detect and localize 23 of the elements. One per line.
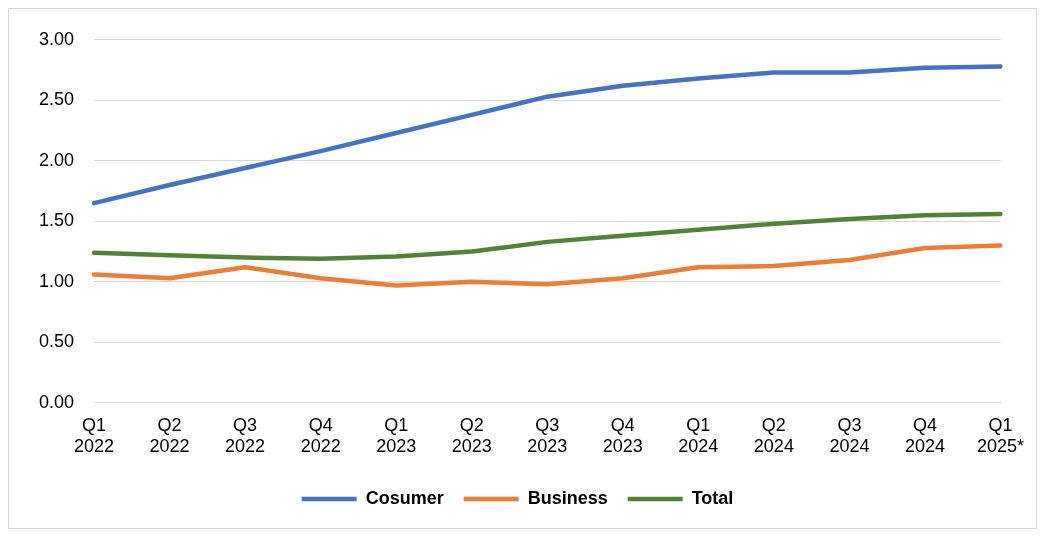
y-tick-label: 1.50 (38, 210, 75, 231)
x-tick-label: Q2 2024 (753, 414, 794, 457)
legend-label: Business (527, 487, 608, 508)
x-tick-label: Q3 2022 (225, 414, 266, 457)
x-tick-label: Q1 2022 (74, 414, 115, 457)
y-tick-label: 0.50 (38, 331, 75, 352)
legend-label: Cosumer (365, 487, 444, 508)
legend-label: Total (691, 487, 734, 508)
y-tick-label: 1.00 (38, 270, 75, 291)
x-tick-label: Q4 2023 (602, 414, 643, 457)
y-tick-label: 0.00 (38, 391, 75, 412)
x-tick-label: Q2 2023 (451, 414, 492, 457)
y-tick-label: 2.50 (38, 89, 75, 110)
y-tick-label: 3.00 (38, 28, 75, 49)
x-tick-label: Q3 2023 (527, 414, 568, 457)
x-tick-label: Q4 2022 (300, 414, 341, 457)
y-tick-label: 2.00 (38, 149, 75, 170)
x-tick-label: Q2 2022 (149, 414, 190, 457)
x-tick-label: Q3 2024 (829, 414, 870, 457)
x-tick-label: Q4 2024 (904, 414, 945, 457)
x-tick-label: Q1 2025* (976, 414, 1025, 457)
x-tick-label: Q1 2023 (376, 414, 417, 457)
x-tick-label: Q1 2024 (678, 414, 719, 457)
